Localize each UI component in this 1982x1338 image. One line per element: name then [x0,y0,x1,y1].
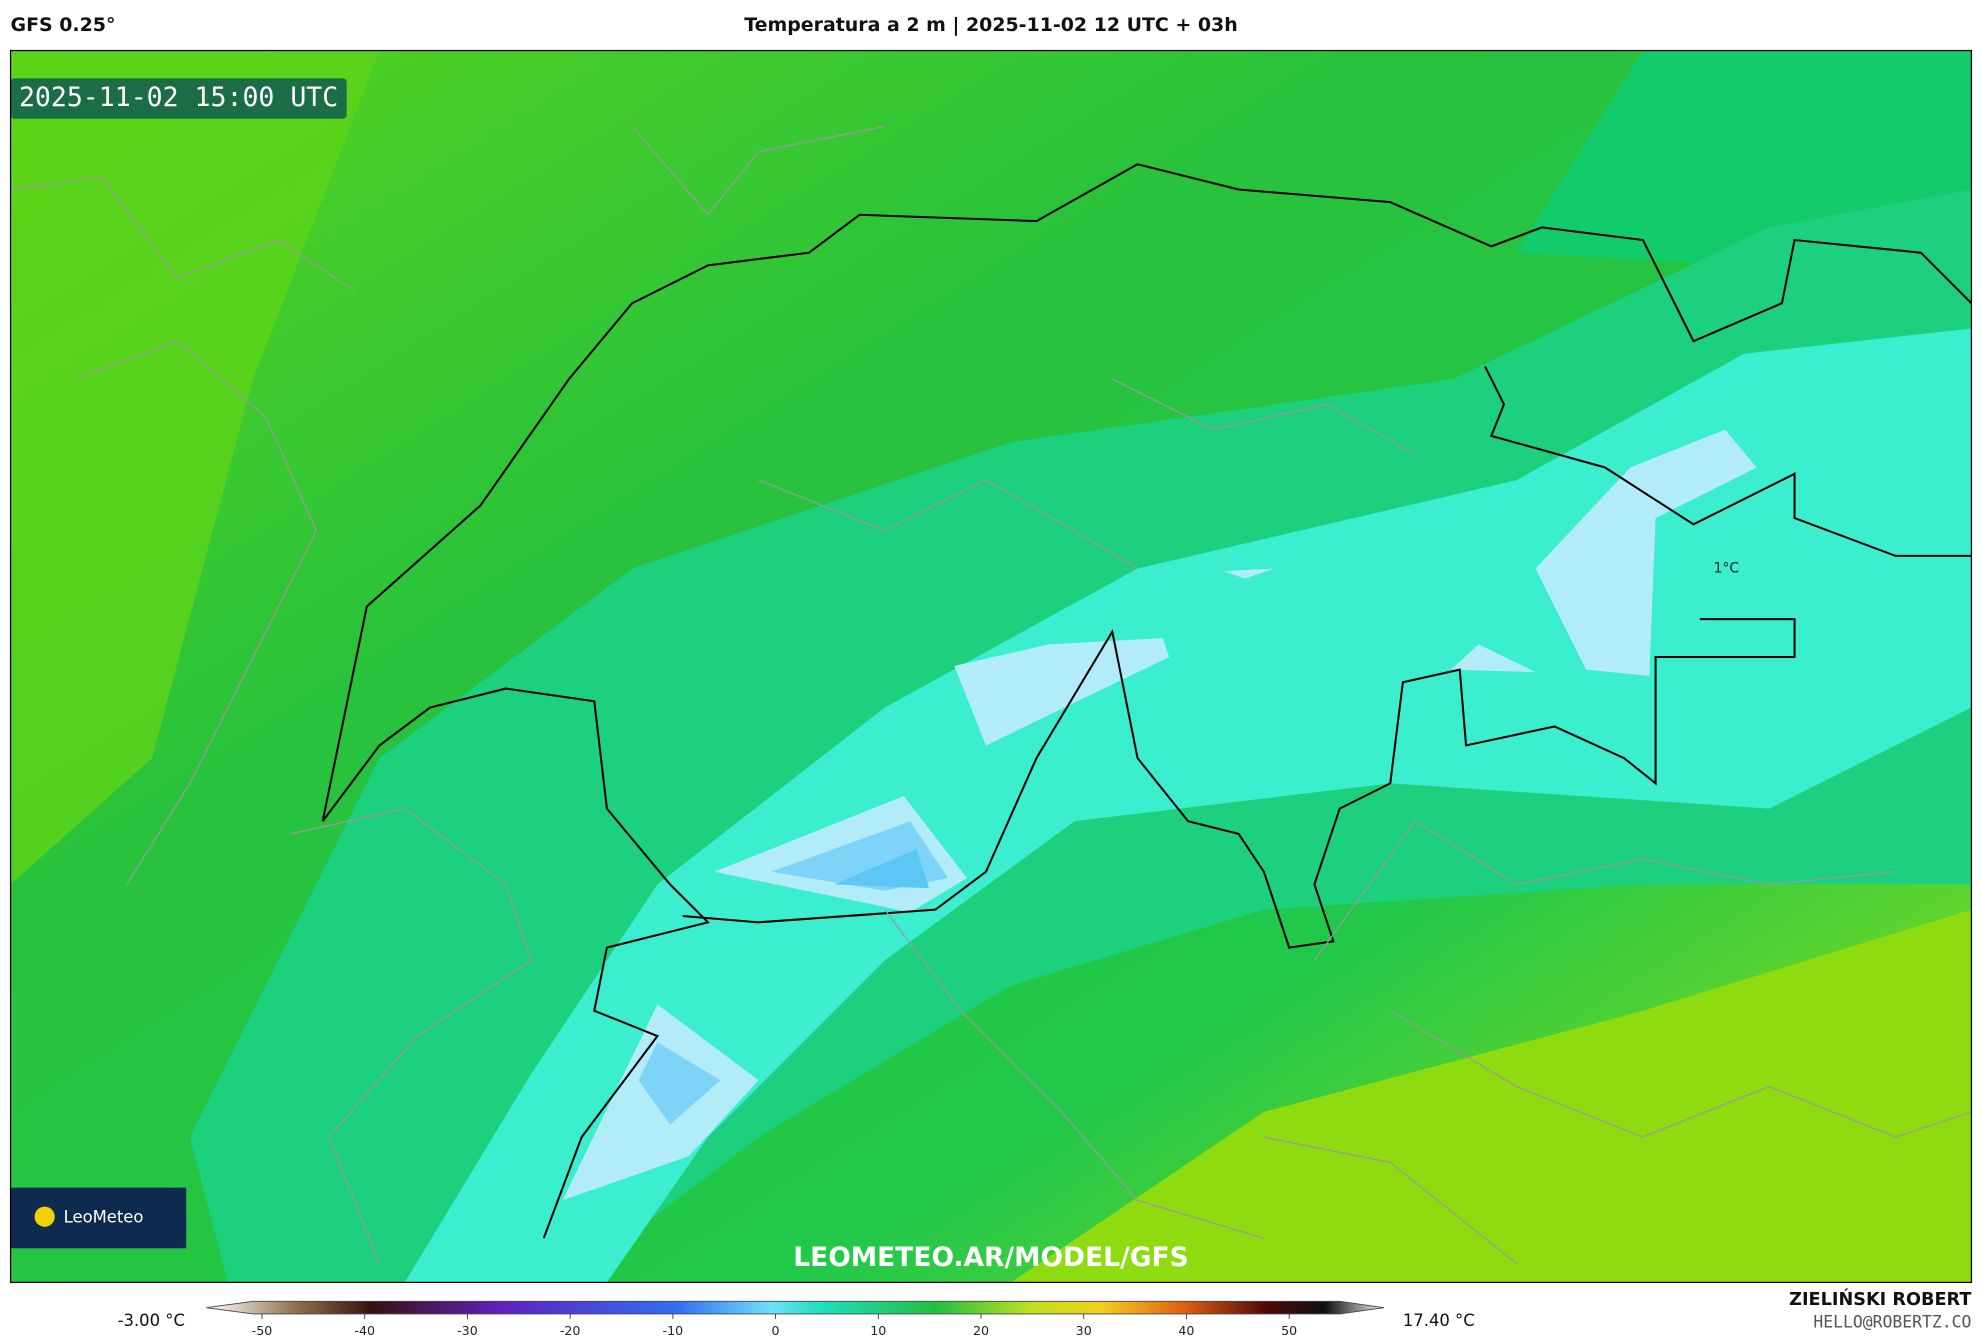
colorbar-tick-label: 50 [1281,1323,1297,1338]
colorbar-tick-label: 40 [1178,1323,1194,1338]
frost-area [638,1042,721,1125]
freezing-area [954,638,1170,746]
colorbar-tick-label: -50 [252,1323,273,1338]
colorbar-max: 17.40 °C [1403,1311,1475,1330]
colorbar-tick-label: -20 [560,1323,581,1338]
colorbar-tick-label: -40 [354,1323,375,1338]
region-border [10,125,1972,1264]
colorbar-tick-label: -10 [663,1323,684,1338]
freezing-area [1223,568,1536,673]
map-frame [9,49,1973,1284]
freezing-area [1535,429,1757,676]
colorbar-min: -3.00 °C [118,1311,185,1330]
author: ZIELIŃSKI ROBERT [1789,1288,1971,1310]
model-label: GFS 0.25° [11,14,116,36]
warm-zone [10,50,380,885]
colorbar-tick-label: 20 [973,1323,989,1338]
time-box [10,78,347,119]
colorbar-tick-label: 10 [870,1323,886,1338]
contour-label: 1°C [1714,561,1739,577]
chart-title: Temperatura a 2 m | 2025-11-02 12 UTC + … [744,14,1237,36]
valid-time: 2025-11-02 15:00 UTC [19,82,338,113]
country-border [321,163,1972,1239]
colorbar-tick-label: 30 [1076,1323,1092,1338]
map: 2025-11-02 15:00 UTC 1°C LeoMeteo LEOMET… [10,50,1972,1283]
watermark: LEOMETEO.AR/MODEL/GFS [793,1242,1189,1273]
warm-zone [1011,909,1972,1283]
colorbar [206,1300,1384,1315]
logo: LeoMeteo [64,1207,144,1226]
colorbar-tick-label: -30 [457,1323,478,1338]
logo-sun [34,1206,55,1227]
colorbar-tick-label: 0 [772,1323,780,1338]
frost-area [834,849,930,889]
contact: HELLO@ROBERTZ.CO [1813,1312,1971,1331]
